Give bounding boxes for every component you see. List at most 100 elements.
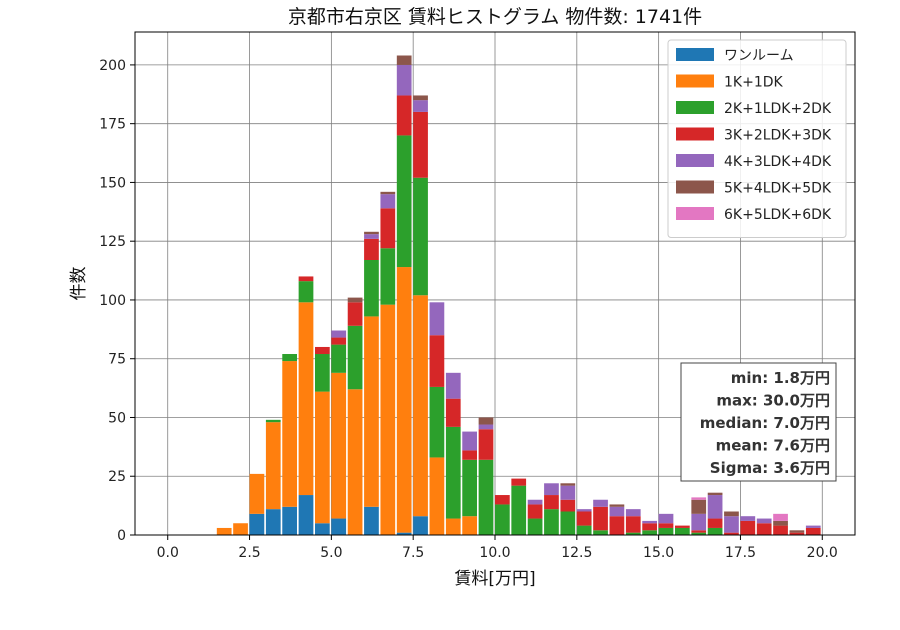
histogram-bar — [282, 354, 297, 362]
legend-swatch — [676, 48, 714, 61]
histogram-bar — [724, 511, 739, 517]
histogram-bar — [413, 516, 428, 535]
histogram-bar — [724, 532, 739, 535]
histogram-bar — [364, 231, 379, 235]
histogram-bar — [429, 386, 445, 458]
histogram-bar — [658, 513, 674, 524]
histogram-bar — [560, 483, 576, 486]
histogram-bar — [282, 361, 297, 507]
histogram-bar — [805, 527, 821, 535]
histogram-bar — [495, 504, 510, 535]
y-tick-label: 0 — [117, 528, 126, 544]
legend-swatch — [676, 154, 714, 167]
histogram-bar — [380, 194, 396, 209]
histogram-bar — [609, 516, 625, 535]
histogram-bar — [544, 483, 559, 496]
histogram-bar — [396, 95, 412, 136]
histogram-bar — [315, 523, 330, 535]
legend-swatch — [676, 101, 714, 114]
histogram-bar — [315, 346, 330, 355]
y-tick-label: 150 — [99, 175, 126, 191]
histogram-bar — [429, 302, 445, 336]
y-tick-label: 100 — [99, 293, 126, 309]
histogram-bar — [413, 295, 428, 517]
histogram-bar — [560, 499, 576, 512]
histogram-bar — [233, 523, 248, 535]
legend-label: 3K+2LDK+3DK — [724, 128, 832, 144]
histogram-bar — [249, 513, 265, 535]
histogram-bar — [396, 267, 412, 533]
histogram-bar — [364, 238, 379, 260]
legend-swatch — [676, 74, 714, 88]
histogram-bar — [658, 523, 674, 528]
histogram-bar — [560, 485, 576, 500]
histogram-bar — [789, 530, 805, 533]
histogram-bar — [675, 525, 690, 528]
ticks-layer: 0.0 2.5 5.0 7.5 10.0 12.5 15.0 17.5 20.0 0 25 50 75 1… — [99, 58, 838, 561]
legend-label: 4K+3LDK+4DK — [724, 154, 832, 170]
histogram-bar — [576, 525, 592, 535]
histogram-bar — [331, 330, 347, 338]
histogram-bar — [625, 532, 641, 535]
histogram-bar — [691, 530, 707, 533]
histogram-bar — [691, 497, 707, 500]
x-tick-label: 7.5 — [402, 545, 424, 561]
y-tick-label: 200 — [99, 58, 126, 74]
histogram-bar — [740, 516, 756, 521]
histogram-bar — [805, 525, 821, 528]
x-tick-label: 0.0 — [157, 545, 179, 561]
histogram-bar — [478, 459, 494, 535]
histogram-bar — [445, 426, 461, 519]
histogram-bar — [707, 527, 723, 535]
histogram-bar — [331, 372, 347, 519]
legend-swatch — [676, 127, 714, 141]
histogram-bar — [462, 516, 477, 535]
histogram-bar — [396, 55, 412, 65]
histogram-bar — [331, 518, 347, 535]
legend-label: 1K+1DK — [724, 75, 784, 91]
stats-mean: mean: 7.6万円 — [716, 437, 830, 455]
histogram-bar — [445, 518, 461, 535]
histogram-bar — [642, 523, 657, 531]
histogram-bar — [347, 297, 363, 303]
legend-label: 5K+4LDK+5DK — [724, 181, 832, 197]
legend-label: ワンルーム — [724, 48, 794, 64]
histogram-bar — [429, 457, 445, 535]
histogram-bar — [364, 259, 379, 317]
histogram-bar — [691, 499, 707, 514]
chart-title: 京都市右京区 賃料ヒストグラム 物件数: 1741件 — [288, 6, 702, 28]
y-tick-label: 125 — [99, 234, 126, 250]
histogram-bar — [347, 325, 363, 390]
histogram-bar — [707, 495, 723, 519]
histogram-bar — [445, 372, 461, 399]
histogram-bar — [527, 504, 543, 519]
histogram-bar — [347, 389, 363, 535]
histogram-bar — [724, 516, 739, 533]
histogram-bar — [249, 473, 265, 514]
y-tick-label: 50 — [108, 410, 126, 426]
stats-box: min: 1.8万円 max: 30.0万円 median: 7.0万円 mean: … — [680, 362, 837, 482]
histogram-bar — [445, 398, 461, 427]
histogram-bar — [544, 495, 559, 510]
histogram-bar — [364, 234, 379, 239]
x-tick-label: 15.0 — [643, 545, 674, 561]
histogram-bar — [544, 509, 559, 535]
histogram-bar — [527, 499, 543, 505]
histogram-bar — [331, 337, 347, 345]
histogram-bar — [364, 506, 379, 535]
x-tick-label: 12.5 — [561, 545, 592, 561]
histogram-bar — [609, 504, 625, 507]
histogram-bar — [331, 344, 347, 373]
histogram-bar — [773, 513, 788, 521]
histogram-bar — [380, 208, 396, 249]
histogram-bar — [691, 532, 707, 535]
y-tick-label: 75 — [108, 352, 126, 368]
histogram-bar — [593, 499, 608, 507]
histogram-bar — [511, 485, 527, 535]
histogram-bar — [756, 518, 772, 524]
bars-layer — [216, 55, 821, 535]
histogram-bar — [380, 304, 396, 535]
histogram-bar — [413, 100, 428, 112]
histogram-bar — [625, 509, 641, 517]
histogram-bar — [265, 422, 281, 510]
